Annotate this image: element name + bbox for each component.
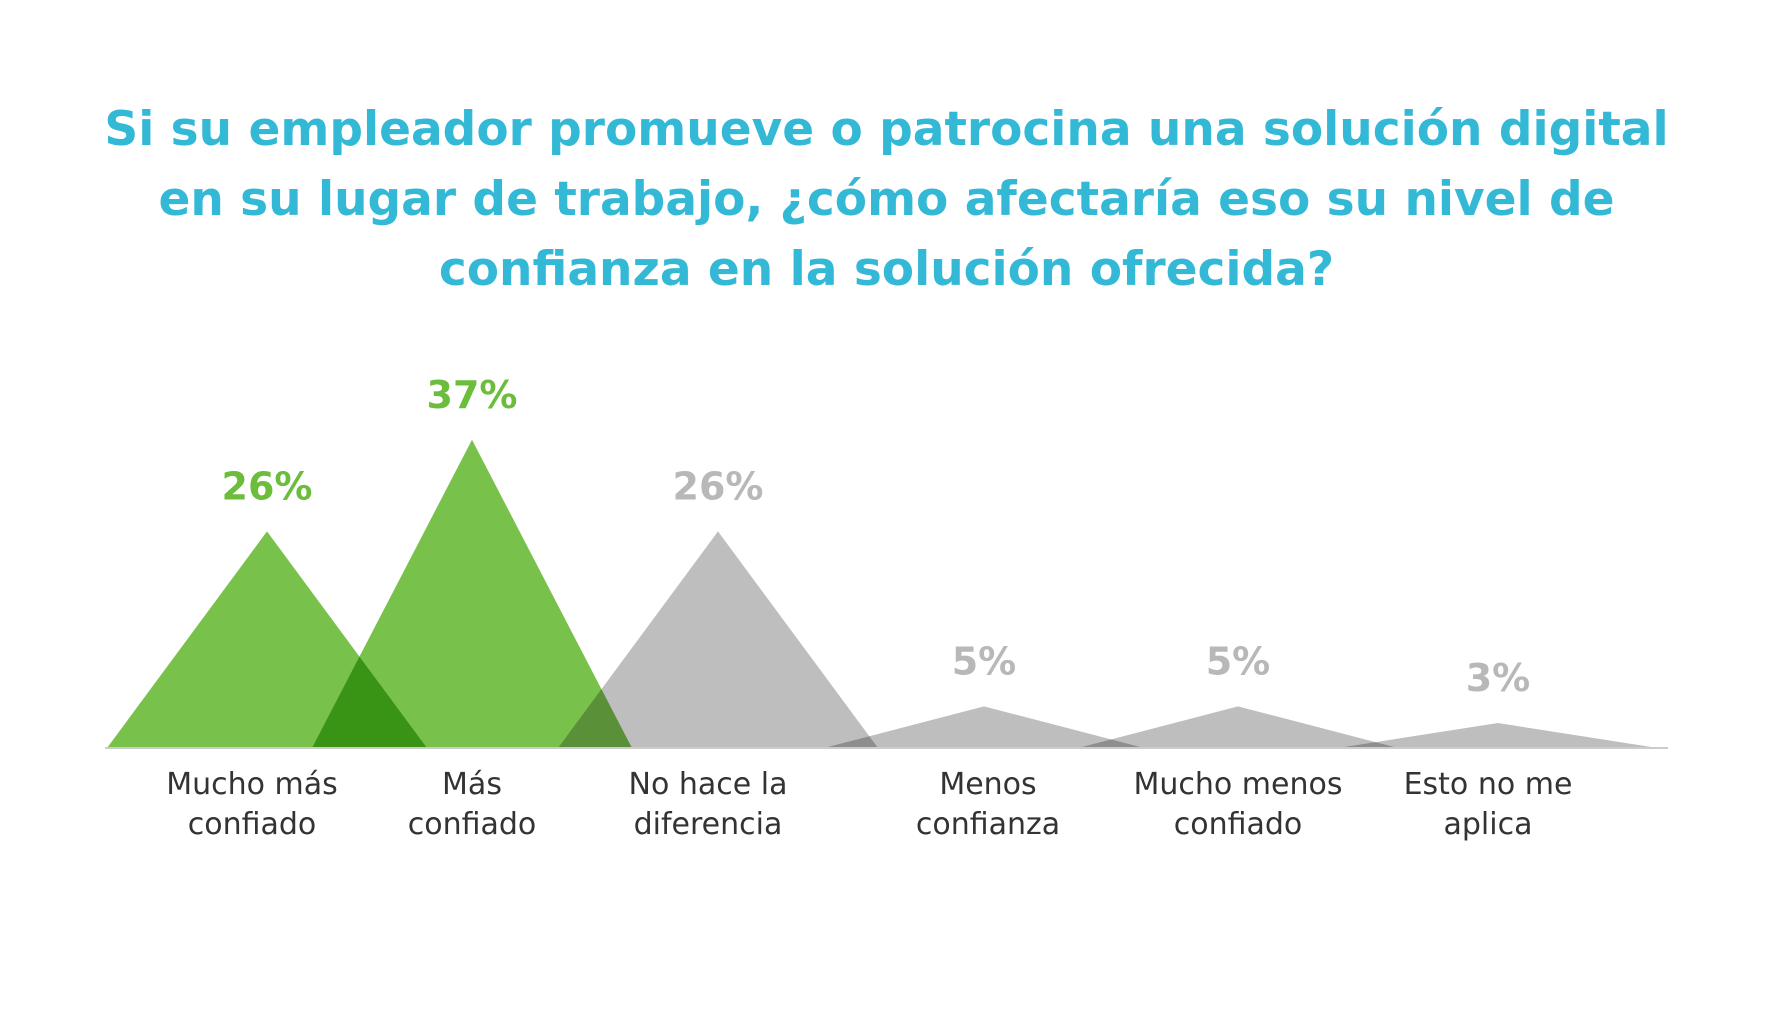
peak-mucho-menos-confiado: [1078, 706, 1398, 748]
value-labels-layer: 26% 37% 26% 5% 5% 3%: [222, 373, 1531, 700]
category-label-line: confiado: [188, 807, 317, 842]
value-label-mucho-menos-confiado: 5%: [1206, 639, 1271, 683]
category-label-line: Menos: [939, 767, 1036, 802]
value-label-mucho-mas-confiado: 26%: [222, 464, 313, 508]
peaks-layer: [107, 439, 1658, 748]
peak-menos-confianza: [824, 706, 1144, 748]
category-label-line: Esto no me: [1404, 767, 1573, 802]
peak-no-hace-la-diferencia: [558, 531, 878, 748]
value-label-no-hace-la-diferencia: 26%: [673, 464, 764, 508]
category-label-line: Mucho más: [166, 767, 338, 802]
category-label-line: confianza: [916, 807, 1060, 842]
category-label-line: confiado: [408, 807, 537, 842]
peak-mas-confiado: [312, 439, 632, 748]
value-label-esto-no-me-aplica: 3%: [1466, 656, 1531, 700]
value-label-menos-confianza: 5%: [952, 639, 1017, 683]
category-label-esto-no-me-aplica: Esto no me aplica: [1404, 767, 1573, 842]
category-label-menos-confianza: Menos confianza: [916, 767, 1060, 842]
value-label-mas-confiado: 37%: [427, 373, 518, 417]
category-labels-layer: Mucho más confiado Más confiado No hace la di…: [166, 767, 1572, 842]
category-label-line: aplica: [1444, 807, 1533, 842]
peak-esto-no-me-aplica: [1338, 723, 1658, 748]
category-label-line: diferencia: [634, 807, 783, 842]
chart-title: Si su empleador promueve o patrocina una…: [0, 95, 1773, 305]
category-label-line: Más: [442, 767, 502, 802]
category-label-line: No hace la: [629, 767, 788, 802]
category-label-mucho-mas-confiado: Mucho más confiado: [166, 767, 338, 842]
category-label-no-hace-la-diferencia: No hace la diferencia: [629, 767, 788, 842]
title-line-3: confianza en la solución ofrecida?: [438, 242, 1335, 297]
category-label-line: Mucho menos: [1134, 767, 1343, 802]
category-label-mas-confiado: Más confiado: [408, 767, 537, 842]
category-label-line: confiado: [1174, 807, 1303, 842]
title-line-2: en su lugar de trabajo, ¿cómo afectaría …: [158, 172, 1615, 227]
category-label-mucho-menos-confiado: Mucho menos confiado: [1134, 767, 1343, 842]
title-line-1: Si su empleador promueve o patrocina una…: [104, 102, 1669, 157]
